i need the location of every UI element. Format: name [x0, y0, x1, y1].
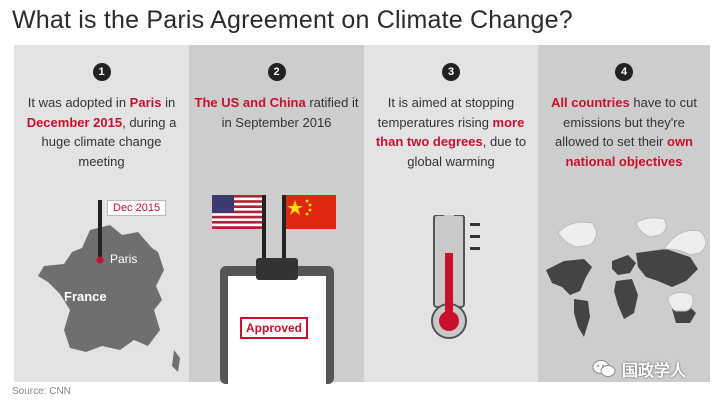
step-number-2: 2: [267, 63, 286, 81]
step-number-1: 1: [92, 63, 111, 81]
country-label: France: [64, 289, 107, 304]
step-number-4: 4: [615, 63, 633, 81]
world-map-icon: [546, 217, 707, 337]
china-flag-icon: [282, 195, 336, 260]
us-flag-icon: [212, 195, 266, 260]
panel-1-text: It was adopted in Paris in December 2015…: [26, 95, 177, 169]
approved-stamp: Approved: [240, 317, 309, 339]
france-map-icon: [38, 200, 180, 372]
wechat-icon: [592, 360, 616, 377]
panel-4-text: All countries have to cut emissions but …: [551, 95, 697, 169]
panel-3-text: It is aimed at stopping temperatures ris…: [375, 95, 527, 169]
source-caption: Source: CNN: [12, 386, 71, 397]
panel-4: 4 All countries have to cut emissions bu…: [538, 45, 710, 382]
panel-2: 2 The US and China ratified it in Septem…: [189, 45, 364, 382]
thermometer-icon: [431, 215, 480, 339]
panel-2-text: The US and China ratified it in Septembe…: [194, 95, 359, 130]
city-label: Paris: [110, 252, 138, 266]
step-number-3: 3: [442, 63, 460, 81]
date-flag-label: Dec 2015: [107, 200, 167, 216]
page-title: What is the Paris Agreement on Climate C…: [12, 6, 573, 34]
watermark: 国政学人: [592, 356, 686, 382]
watermark-text: 国政学人: [622, 363, 687, 380]
